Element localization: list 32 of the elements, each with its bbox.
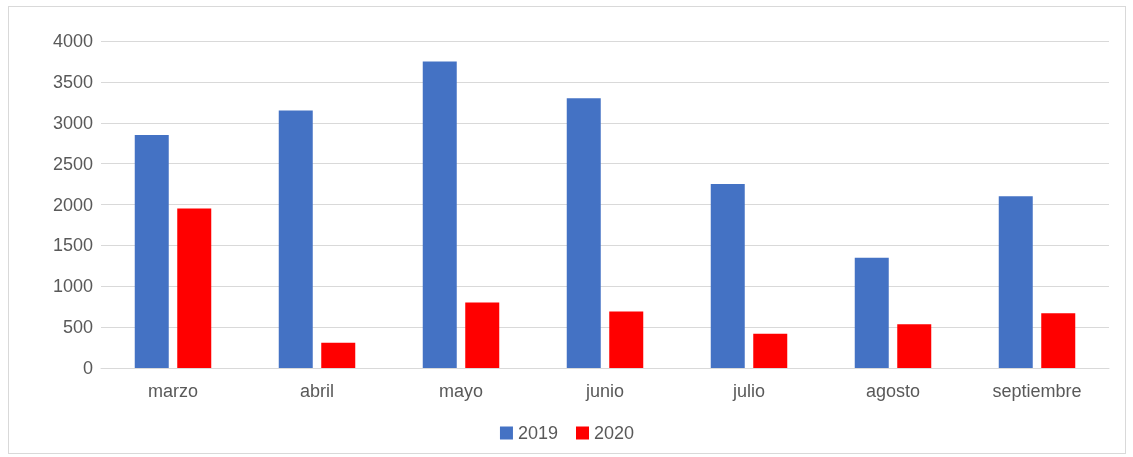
bar xyxy=(609,311,644,368)
bar xyxy=(897,324,932,368)
bar xyxy=(134,135,169,368)
x-tick-label: marzo xyxy=(147,381,199,401)
bar xyxy=(278,110,313,368)
y-tick-label: 4000 xyxy=(52,31,93,51)
legend-label: 2020 xyxy=(594,423,635,443)
bar xyxy=(566,98,601,368)
x-tick-label: septiembre xyxy=(992,381,1082,401)
y-tick-label: 500 xyxy=(62,317,93,338)
bar xyxy=(854,257,889,368)
x-tick-label: mayo xyxy=(438,381,484,401)
x-tick-label: abril xyxy=(299,381,335,401)
legend-label: 2019 xyxy=(517,423,558,443)
bar xyxy=(1041,313,1076,368)
y-tick-label: 3000 xyxy=(52,112,93,133)
y-tick-label: 2000 xyxy=(52,194,93,215)
bar xyxy=(177,208,212,368)
bar xyxy=(321,342,356,368)
bar xyxy=(753,333,788,368)
x-tick-label: junio xyxy=(584,381,625,401)
y-tick-label: 1500 xyxy=(52,235,93,256)
y-tick-label: 2500 xyxy=(52,153,93,174)
bar xyxy=(710,184,745,368)
y-tick-label: 3500 xyxy=(52,71,93,92)
bar xyxy=(422,61,457,368)
y-tick-label: 1000 xyxy=(52,276,93,297)
bar xyxy=(465,302,500,368)
y-tick-label: 0 xyxy=(82,358,93,378)
x-tick-label: julio xyxy=(731,381,766,401)
x-tick-label: agosto xyxy=(865,381,921,401)
bar xyxy=(998,196,1033,368)
